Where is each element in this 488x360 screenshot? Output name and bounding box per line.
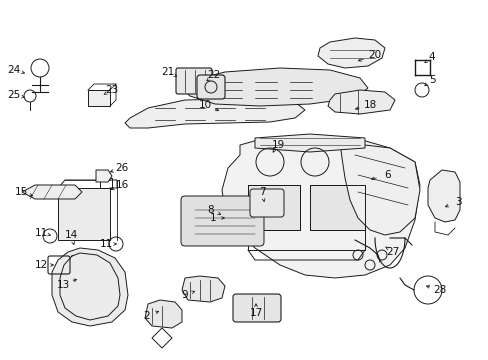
Text: 13: 13 [56,280,69,290]
Polygon shape [182,68,367,106]
Polygon shape [309,185,364,230]
Polygon shape [427,170,459,222]
Text: 10: 10 [198,100,211,110]
Text: 15: 15 [14,187,27,197]
Text: 17: 17 [249,308,262,318]
Text: 19: 19 [271,140,284,150]
Text: 6: 6 [384,170,390,180]
Polygon shape [96,170,112,182]
Text: 18: 18 [363,100,376,110]
Text: 26: 26 [115,163,128,173]
Text: 28: 28 [432,285,446,295]
Text: 23: 23 [105,85,119,95]
Polygon shape [145,300,182,328]
FancyBboxPatch shape [249,189,284,217]
Polygon shape [247,185,299,230]
Text: 5: 5 [428,75,434,85]
Text: 16: 16 [115,180,128,190]
Text: 11: 11 [99,239,112,249]
Text: 24: 24 [7,65,20,75]
FancyBboxPatch shape [232,294,281,322]
FancyBboxPatch shape [176,68,212,94]
Polygon shape [339,142,419,235]
Polygon shape [58,188,110,240]
Text: 7: 7 [258,187,265,197]
Polygon shape [317,38,384,68]
Polygon shape [22,185,82,199]
Polygon shape [52,248,128,326]
Polygon shape [327,90,394,114]
Text: 12: 12 [34,260,47,270]
Text: 22: 22 [207,70,220,80]
Text: 20: 20 [367,50,381,60]
FancyBboxPatch shape [181,196,264,246]
Text: 27: 27 [386,247,399,257]
FancyBboxPatch shape [197,75,224,99]
Text: 2: 2 [143,311,150,321]
Polygon shape [125,98,305,128]
Text: 21: 21 [161,67,174,77]
Text: 8: 8 [207,205,214,215]
Text: 11: 11 [34,228,47,238]
Polygon shape [222,135,419,278]
Text: 4: 4 [428,52,434,62]
Text: 9: 9 [182,290,188,300]
Polygon shape [88,90,110,106]
Text: 3: 3 [454,197,460,207]
Polygon shape [182,276,224,302]
Text: 25: 25 [7,90,20,100]
Text: 14: 14 [64,230,78,240]
Text: 1: 1 [209,213,216,223]
Polygon shape [254,134,364,152]
